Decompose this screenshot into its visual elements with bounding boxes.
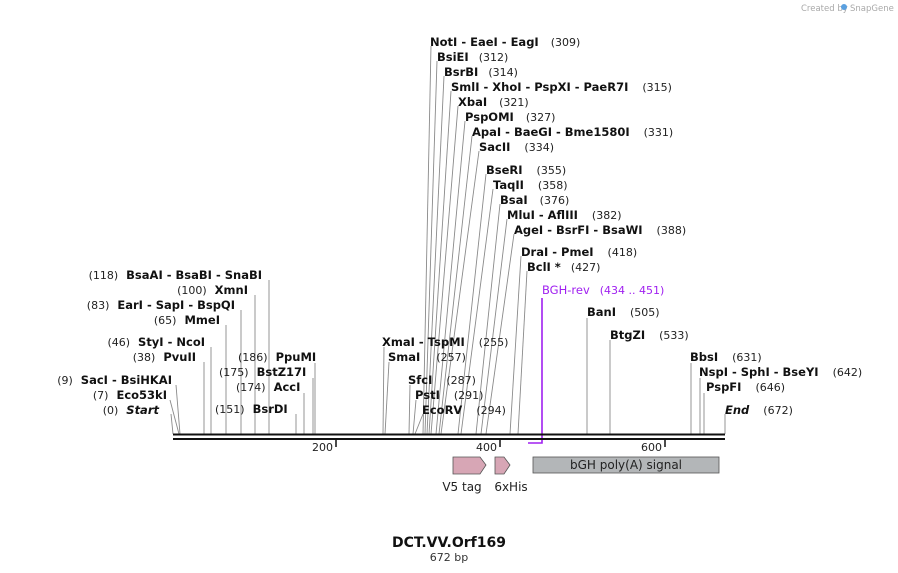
- leader-smai: [384, 361, 390, 435]
- backbone: [173, 433, 725, 440]
- leader-psti: [412, 399, 417, 435]
- site-bcli: BclI * (427): [527, 260, 600, 274]
- site-labels-middle: XmaI - TspMI (255) SmaI (257) SfcI (287) Ps…: [382, 335, 508, 417]
- created-by-text: Created by: [801, 4, 848, 14]
- site-btgzi: BtgZI (533): [610, 328, 689, 342]
- leader-saci: [175, 384, 181, 435]
- leader-sacii: [440, 150, 480, 435]
- tick-label-400: 400: [476, 441, 497, 454]
- site-xmni: (100) XmnI: [177, 283, 248, 297]
- leader-noti: [422, 45, 432, 435]
- site-xmai: XmaI - TspMI (255): [382, 335, 508, 349]
- site-bsrbi: BsrBI (314): [444, 65, 518, 79]
- leader-xbai: [430, 105, 459, 435]
- leader-mlui: [480, 218, 508, 435]
- leader-ecorv: [414, 413, 424, 435]
- site-ecorv: EcoRV (294): [422, 403, 506, 417]
- axis: 200 400 600: [312, 439, 666, 454]
- site-drai: DraI - PmeI (418): [521, 245, 637, 259]
- snapgene-logo-icon: [841, 4, 847, 10]
- site-smai: SmaI (257): [388, 350, 466, 364]
- leader-pspomi: [435, 120, 466, 435]
- site-apai: ApaI - BaeGI - Bme1580I (331): [472, 125, 673, 139]
- site-eari: (83) EarI - SapI - BspQI: [87, 298, 235, 312]
- leader-xmai: [382, 346, 385, 435]
- site-bsaai: (118) BsaAI - BsaBI - SnaBI: [89, 268, 262, 282]
- leader-taqii: [460, 188, 494, 435]
- site-xbai: XbaI (321): [458, 95, 529, 109]
- site-sacii: SacII (334): [479, 140, 554, 154]
- leader-bcli: [517, 270, 528, 435]
- site-eco53ki: (7) Eco53kI: [93, 388, 167, 402]
- site-psti: PstI (291): [415, 388, 483, 402]
- site-bstz17i: (175) BstZ17I: [219, 365, 306, 379]
- leader-bsiei: [424, 60, 438, 435]
- site-bsai: BsaI (376): [500, 193, 569, 207]
- site-bsiei: BsiEI (312): [437, 50, 508, 64]
- site-acci: (174) AccI: [236, 380, 300, 394]
- site-pvuii: (38) PvuII: [133, 350, 196, 364]
- leader-start: [170, 413, 174, 435]
- site-agei: AgeI - BsrFI - BsaWI (388): [514, 223, 686, 237]
- site-pspfi: PspFI (646): [706, 380, 785, 394]
- snapgene-brand: SnapGene: [850, 4, 894, 14]
- leader-eco53ki: [169, 399, 180, 435]
- feature-v5-tag-label: V5 tag: [442, 480, 481, 494]
- feature-6xhis: [494, 456, 511, 475]
- site-bani: BanI (505): [587, 305, 660, 319]
- site-mmei: (65) MmeI: [154, 313, 220, 327]
- leader-bsai: [475, 203, 501, 435]
- construct-name: DCT.VV.Orf169: [392, 535, 506, 551]
- site-noti: NotI - EaeI - EagI (309): [430, 35, 580, 49]
- site-labels-left: (118) BsaAI - BsaBI - SnaBI (100) XmnI (83…: [57, 268, 316, 417]
- leader-drai: [509, 255, 522, 435]
- feature-bgh-polya: [532, 456, 720, 474]
- leader-apai: [438, 135, 473, 435]
- site-bseri: BseRI (355): [486, 163, 566, 177]
- site-smli: SmlI - XhoI - PspXI - PaeR7I (315): [451, 80, 672, 94]
- site-bbsi: BbsI (631): [690, 350, 762, 364]
- site-saci: (9) SacI - BsiHKAI: [57, 373, 172, 387]
- feature-v5-tag: [452, 456, 487, 475]
- feature-bgh-polya-label: bGH poly(A) signal: [570, 458, 682, 472]
- primer-label: BGH-rev (434 .. 451): [542, 283, 664, 297]
- site-end: End (672): [725, 403, 793, 417]
- primer-bgh-rev: BGH-rev (434 .. 451): [528, 283, 664, 444]
- site-taqii: TaqII (358): [493, 178, 568, 192]
- leader-sfci: [408, 384, 411, 435]
- site-labels-top: NotI - EaeI - EagI (309) BsiEI (312) BsrBI…: [430, 35, 862, 417]
- features: V5 tag 6xHis bGH poly(A) signal: [442, 456, 720, 494]
- site-nspi: NspI - SphI - BseYI (642): [699, 365, 862, 379]
- site-styi: (46) StyI - NcoI: [107, 335, 205, 349]
- primer-arrow: [528, 298, 543, 444]
- tick-label-600: 600: [641, 441, 662, 454]
- site-start: (0) Start: [103, 403, 160, 417]
- leader-bsrbi: [426, 75, 445, 435]
- construct-length: 672 bp: [430, 551, 468, 564]
- tick-label-200: 200: [312, 441, 333, 454]
- site-leader-lines: [169, 45, 726, 435]
- site-sfci: SfcI (287): [408, 373, 476, 387]
- leader-agei: [485, 233, 515, 435]
- site-bsrdi: (151) BsrDI: [215, 402, 288, 416]
- leader-bseri: [457, 173, 487, 435]
- leader-smli: [428, 90, 452, 435]
- site-mlui: MluI - AflIII (382): [507, 208, 622, 222]
- site-ppumi: (186) PpuMI: [238, 350, 316, 364]
- site-pspomi: PspOMI (327): [465, 110, 555, 124]
- feature-6xhis-label: 6xHis: [494, 480, 527, 494]
